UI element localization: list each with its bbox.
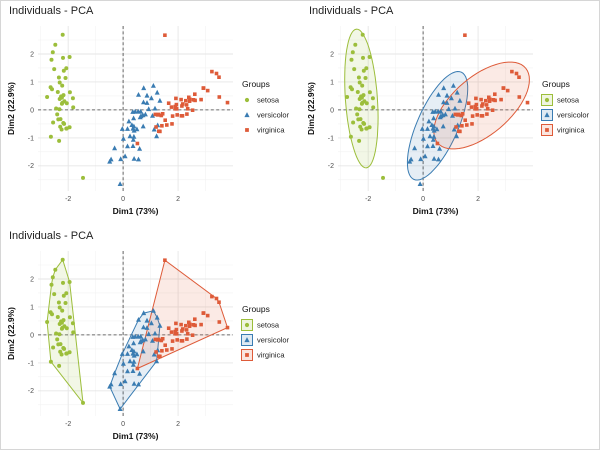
svg-text:setosa: setosa [257, 96, 280, 105]
svg-text:Groups: Groups [242, 304, 270, 314]
pca-panel-ellipses: Individuals - PCA -2 0 2 -2 -1 0 1 2 Dim1 (73%) D… [301, 1, 599, 224]
svg-text:Groups: Groups [542, 79, 570, 89]
svg-text:2: 2 [30, 51, 34, 58]
svg-text:2: 2 [476, 196, 480, 203]
svg-text:2: 2 [176, 196, 180, 203]
svg-text:0: 0 [330, 107, 334, 114]
panel-title: Individuals - PCA [309, 5, 394, 17]
pca-panel-scatter: Individuals - PCA -2 0 2 -2 -1 0 1 2 Dim1 (73%) D… [1, 1, 299, 224]
svg-text:-2: -2 [365, 196, 371, 203]
svg-text:virginica: virginica [257, 351, 285, 360]
pca-plot-canvas: -2 0 2 -2 -1 0 1 2 Dim1 (73%) Dim2 (22.9%) Groups s… [301, 18, 599, 224]
svg-text:versicolor: versicolor [557, 111, 590, 120]
svg-text:-1: -1 [28, 360, 34, 367]
svg-text:-2: -2 [65, 196, 71, 203]
svg-text:-2: -2 [65, 421, 71, 428]
svg-text:0: 0 [121, 421, 125, 428]
svg-text:Dim2 (22.9%): Dim2 (22.9%) [6, 82, 16, 135]
svg-text:-1: -1 [28, 135, 34, 142]
svg-text:versicolor: versicolor [257, 336, 290, 345]
svg-text:setosa: setosa [257, 321, 280, 330]
svg-text:Dim1 (73%): Dim1 (73%) [113, 206, 159, 216]
svg-text:0: 0 [30, 107, 34, 114]
svg-text:Dim2 (22.9%): Dim2 (22.9%) [306, 82, 316, 135]
pca-panel-hulls: Individuals - PCA -2 0 2 -2 -1 0 1 2 Dim1 (73%) D… [1, 226, 299, 449]
svg-text:virginica: virginica [557, 126, 585, 135]
svg-text:2: 2 [30, 276, 34, 283]
svg-text:Dim1 (73%): Dim1 (73%) [113, 431, 159, 441]
svg-text:Groups: Groups [242, 79, 270, 89]
svg-text:0: 0 [421, 196, 425, 203]
svg-text:virginica: virginica [257, 126, 285, 135]
svg-text:versicolor: versicolor [257, 111, 290, 120]
svg-text:setosa: setosa [557, 96, 580, 105]
svg-text:0: 0 [121, 196, 125, 203]
svg-text:-2: -2 [28, 388, 34, 395]
panel-title: Individuals - PCA [9, 230, 94, 242]
svg-text:-2: -2 [28, 163, 34, 170]
svg-text:2: 2 [176, 421, 180, 428]
svg-text:-2: -2 [328, 163, 334, 170]
pca-plot-canvas: -2 0 2 -2 -1 0 1 2 Dim1 (73%) Dim2 (22.9%) Groups s… [1, 243, 299, 449]
svg-text:2: 2 [330, 51, 334, 58]
pca-plot-canvas: -2 0 2 -2 -1 0 1 2 Dim1 (73%) Dim2 (22.9%) Groups s… [1, 18, 299, 224]
panel-title: Individuals - PCA [9, 5, 94, 17]
svg-text:1: 1 [30, 304, 34, 311]
svg-text:1: 1 [30, 79, 34, 86]
svg-text:1: 1 [330, 79, 334, 86]
empty-cell [301, 226, 599, 449]
svg-text:Dim2 (22.9%): Dim2 (22.9%) [6, 307, 16, 360]
svg-text:0: 0 [30, 332, 34, 339]
svg-text:-1: -1 [328, 135, 334, 142]
svg-text:Dim1 (73%): Dim1 (73%) [413, 206, 459, 216]
